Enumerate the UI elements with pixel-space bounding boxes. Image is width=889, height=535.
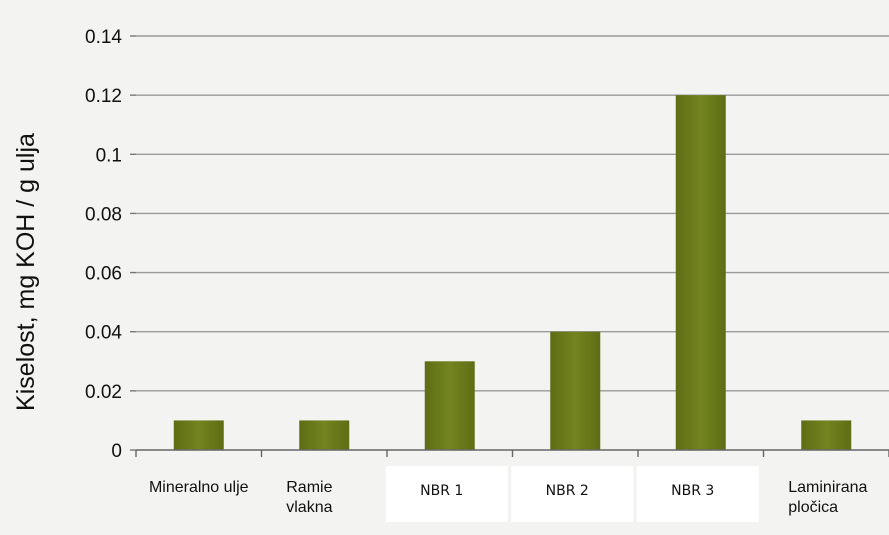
category-label-box	[636, 466, 759, 522]
y-tick-label: 0.06	[85, 264, 122, 285]
category-label: NBR 2	[546, 483, 589, 499]
category-label: NBR 3	[671, 483, 714, 499]
bars	[173, 95, 852, 451]
x-axis	[135, 449, 889, 457]
category-label-box	[511, 466, 634, 522]
bar	[424, 361, 475, 450]
bar	[173, 420, 224, 450]
category-label: Ramie vlakna	[286, 479, 332, 516]
y-tick-label: 0.1	[96, 145, 122, 166]
y-tick-label: 0.14	[85, 27, 122, 48]
category-label: Mineralno ulje	[149, 479, 249, 496]
gridlines	[130, 35, 889, 451]
y-tick-label: 0.02	[85, 382, 122, 403]
category-label: Laminirana pločica	[788, 479, 867, 516]
y-tick-label: 0	[111, 441, 122, 462]
bar	[550, 331, 601, 450]
y-axis-ticks: 0 0.02 0.04 0.06 0.08 0.1 0.12 0.14	[85, 27, 122, 462]
y-axis-label: Kiselost, mg KOH / g ulja	[12, 133, 40, 411]
bar	[299, 420, 350, 450]
bar	[801, 420, 852, 450]
category-label: NBR 1	[420, 483, 463, 499]
y-tick-label: 0.12	[85, 86, 122, 107]
bar	[675, 95, 726, 451]
y-tick-label: 0.08	[85, 204, 122, 225]
x-axis-labels: Mineralno ulje Ramie vlakna NBR 1 NBR 2 NBR 3…	[149, 466, 868, 522]
category-label-box	[385, 466, 508, 522]
y-tick-label: 0.04	[85, 323, 122, 344]
